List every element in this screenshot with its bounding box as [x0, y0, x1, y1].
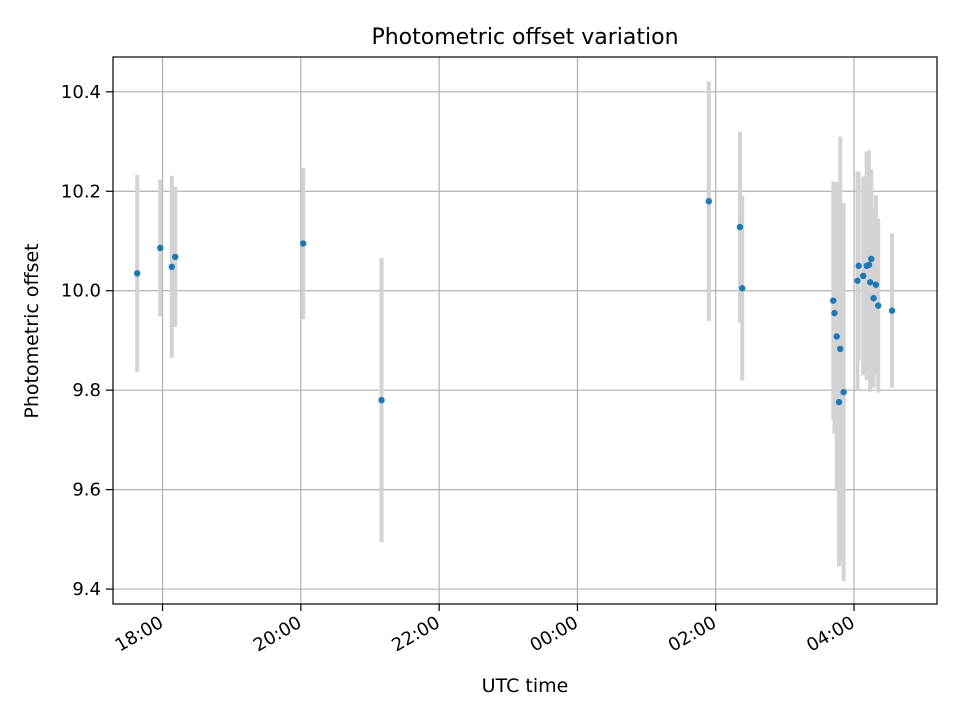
y-tick-label: 10.2: [61, 181, 101, 202]
data-point: [736, 223, 744, 231]
data-point: [831, 309, 838, 317]
x-tick-label: 18:00: [112, 612, 167, 656]
y-tick-label: 9.4: [72, 579, 101, 600]
y-tick-label: 10.0: [61, 281, 101, 302]
data-point: [172, 253, 179, 261]
data-point: [168, 263, 175, 271]
data-point: [840, 388, 847, 396]
grid-layer: [113, 57, 937, 604]
data-point: [739, 285, 746, 292]
data-point: [872, 281, 880, 288]
x-tick-label: 04:00: [803, 612, 858, 656]
chart-title: Photometric offset variation: [371, 25, 678, 50]
data-point: [836, 345, 844, 353]
plot-frame: [112, 56, 938, 605]
data-point: [855, 262, 862, 270]
y-tick-label: 10.4: [61, 82, 101, 103]
data-point: [854, 277, 861, 284]
data-point: [835, 398, 843, 406]
errorbar-layer: [135, 81, 895, 582]
x-tick-label: 00:00: [527, 612, 582, 656]
x-tick-label: 02:00: [665, 612, 720, 656]
y-axis-label: Photometric offset: [21, 243, 43, 418]
data-point: [866, 279, 874, 286]
data-point: [378, 396, 385, 404]
data-point: [875, 302, 882, 309]
data-point: [134, 270, 141, 277]
data-point: [870, 294, 877, 302]
data-point: [865, 261, 873, 269]
data-point: [830, 297, 837, 304]
x-tick-label: 22:00: [388, 612, 443, 656]
data-point: [868, 255, 875, 263]
data-point: [833, 333, 840, 340]
data-point: [299, 240, 307, 247]
x-axis-label: UTC time: [482, 675, 569, 697]
data-point: [888, 307, 896, 314]
data-point: [705, 198, 713, 205]
data-point: [860, 272, 867, 279]
point-layer: [134, 198, 896, 406]
y-tick-label: 9.8: [72, 380, 101, 401]
data-point: [157, 244, 164, 252]
x-tick-label: 20:00: [250, 612, 305, 656]
y-tick-label: 9.6: [72, 480, 101, 501]
